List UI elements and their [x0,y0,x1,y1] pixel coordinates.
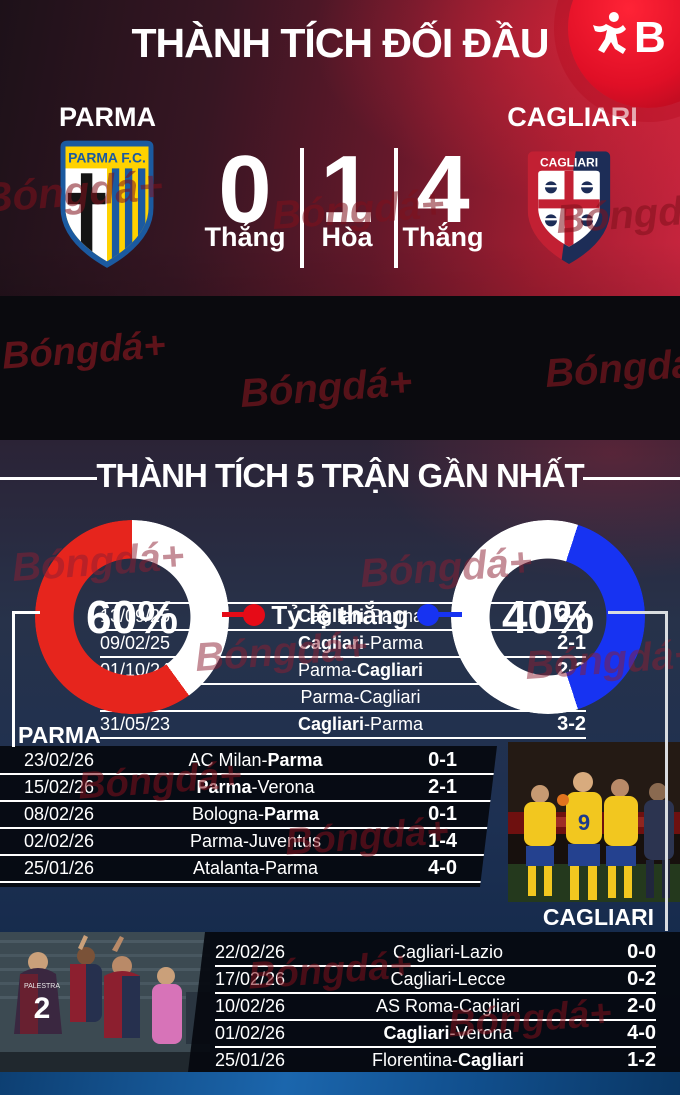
section-title: THÀNH TÍCH 5 TRẬN GẦN NHẤT [96,457,584,494]
match-date: 15/02/26 [24,777,95,797]
away-team-name: CAGLIARI [507,102,638,132]
match-score: 3-2 [557,713,586,735]
cagliari-crest: CAGLIARI [527,151,611,264]
home-team-name: PARMA [59,102,156,132]
match-date: 25/01/26 [215,1050,286,1070]
cagliari-callout-line [608,611,668,614]
bongda-letter: B [634,13,666,62]
parma-win-rate-value: 60% [85,591,179,643]
match-name: AC Milan-Parma [188,750,323,770]
draws-label: Hòa [321,222,373,252]
match-name: Parma-Verona [196,777,315,797]
home-wins-label: Thắng [204,222,286,252]
table-row: 22/02/26 Cagliari-Lazio 0-0 [215,940,656,967]
red-connector-dot [243,604,265,626]
match-date: 25/01/26 [24,858,95,878]
match-name: Bologna-Parma [191,804,320,824]
match-score: 1-4 [428,830,457,852]
h2h-table-band: 13/09/25 Cagliari-Parma 2-0 09/02/25 Cag… [0,296,680,739]
cagliari-block-label: CAGLIARI [542,904,654,930]
match-name: Cagliari-Lecce [390,969,506,989]
cagliari-jersey-number: 2 [34,992,51,1025]
red-connector-line [222,612,252,617]
table-row: 02/02/26 Parma-Juventus 1-4 [0,829,497,856]
parma-crest: PARMA F.C. [60,140,154,268]
draws-count: 1 [320,136,374,243]
table-row: 01/02/26 Cagliari-Verona 4-0 [215,1021,656,1048]
match-date: 01/02/26 [215,1023,286,1043]
table-row: 31/05/23 Cagliari-Parma 3-2 [100,712,586,739]
bottom-accent-band [0,1072,680,1095]
match-date: 31/05/23 [100,714,171,734]
cagliari-player-name: PALESTRA [24,983,60,990]
blue-connector-dot [417,604,439,626]
page-title: THÀNH TÍCH ĐỐI ĐẦU [131,20,549,66]
parma-win-rate-donut [35,520,229,714]
match-date: 02/02/26 [24,831,95,851]
table-row: 10/02/26 AS Roma-Cagliari 2-0 [215,994,656,1021]
match-score: 0-2 [627,968,656,990]
parma-callout-line [12,611,15,747]
cagliari-callout-line [665,611,668,931]
home-wins-count: 0 [218,136,272,243]
bongda-player-icon: B [593,11,666,62]
match-score: 4-0 [428,857,457,879]
parma-recent-table: 23/02/26 AC Milan-Parma 0-1 15/02/26 Par… [0,746,497,887]
match-date: 08/02/26 [24,804,95,824]
parma-photo: 9 [508,742,680,902]
table-row: 25/01/26 Atalanta-Parma 4-0 [0,856,497,883]
parma-callout-line [12,611,40,614]
win-rate-label: Tỷ lệ thắng [271,600,409,630]
table-row: 08/02/26 Bologna-Parma 0-1 [0,802,497,829]
match-score: 4-0 [627,1022,656,1044]
table-row: 15/02/26 Parma-Verona 2-1 [0,775,497,802]
away-wins-label: Thắng [402,222,484,252]
title-rule-right [583,477,680,480]
match-name: Atalanta-Parma [192,858,319,878]
match-name: Parma-Juventus [189,831,322,851]
match-score: 2-0 [627,995,656,1017]
match-name: Cagliari-Verona [383,1023,513,1043]
match-name: Cagliari-Parma [297,714,424,734]
match-score: 2-1 [428,776,457,798]
match-name: Parma-Cagliari [300,687,421,707]
blue-connector-line [432,612,462,617]
match-score: 0-1 [428,749,457,771]
table-row: 23/02/26 AC Milan-Parma 0-1 [0,748,497,775]
bongda-logo: B [568,0,680,108]
away-wins-count: 4 [416,136,470,243]
match-date: 22/02/26 [215,942,286,962]
cagliari-photo: 2 PALESTRA [0,932,210,1072]
table-row: 25/01/26 Florentina-Cagliari 1-2 [215,1048,656,1072]
match-score: 0-1 [428,803,457,825]
table-row: 17/02/26 Cagliari-Lecce 0-2 [215,967,656,994]
match-name: Cagliari-Lazio [392,942,504,962]
score-divider [394,148,398,268]
cagliari-win-rate-donut [451,520,645,714]
match-name: Cagliari-Parma [297,606,424,626]
title-rule-left [0,477,97,480]
match-name: Parma-Cagliari [297,660,424,680]
match-date: 10/02/26 [215,996,286,1016]
match-name: Cagliari-Parma [297,633,424,653]
match-name: Florentina-Cagliari [371,1050,525,1070]
cagliari-crest-text: CAGLIARI [540,155,598,169]
match-date: 23/02/26 [24,750,95,770]
match-name: AS Roma-Cagliari [375,996,521,1016]
cagliari-recent-table: 22/02/26 Cagliari-Lazio 0-0 17/02/26 Cag… [188,932,680,1072]
parma-block-label: PARMA [18,722,101,748]
score-divider [300,148,304,268]
parma-crest-text: PARMA F.C. [68,150,146,166]
cagliari-win-rate-value: 40% [501,591,595,643]
match-date: 17/02/26 [215,969,286,989]
parma-jersey-number: 9 [578,810,590,835]
match-score: 0-0 [627,941,656,963]
match-score: 1-2 [627,1049,656,1071]
